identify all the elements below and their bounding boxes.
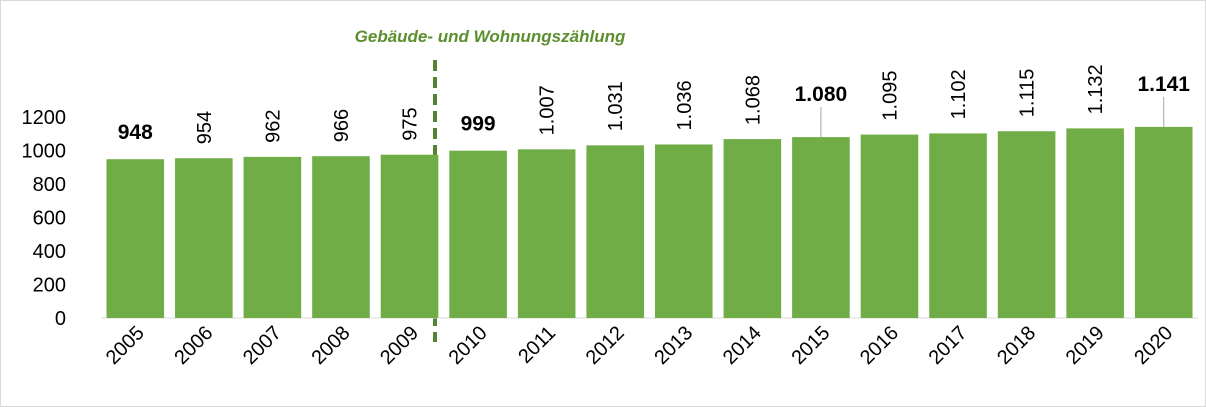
bar (792, 137, 850, 318)
bar (723, 139, 782, 318)
value-label: 1.115 (1017, 69, 1039, 118)
bar (586, 145, 645, 318)
bar (654, 144, 713, 318)
value-label: 1.141 (1137, 73, 1190, 96)
value-label: 1.036 (674, 80, 696, 130)
value-label: 962 (262, 109, 284, 142)
value-label: 1.080 (795, 83, 848, 106)
bar (243, 156, 302, 318)
value-label: 999 (461, 113, 496, 136)
y-tick-label: 0 (55, 308, 66, 330)
value-label: 1.102 (948, 69, 970, 119)
bar (106, 159, 165, 318)
value-label: 1.068 (742, 75, 764, 125)
value-label: 948 (118, 121, 153, 144)
bar (997, 131, 1056, 318)
value-label: 1.007 (537, 85, 559, 135)
bar (175, 158, 233, 318)
annotation: Gebäude- und Wohnungszählung (355, 27, 626, 46)
y-tick-label: 800 (33, 174, 66, 196)
bar (449, 150, 507, 318)
value-label: 1.095 (879, 71, 901, 121)
y-tick-label: 200 (33, 275, 66, 297)
y-tick-label: 1000 (22, 141, 67, 163)
value-label: 954 (194, 111, 216, 144)
bar (380, 154, 439, 318)
value-label: 975 (400, 107, 422, 140)
value-label: 966 (331, 109, 353, 142)
bar (1134, 126, 1193, 318)
bar (1066, 128, 1124, 318)
y-tick-label: 1200 (22, 107, 67, 129)
bar (929, 133, 987, 318)
value-label: 1.132 (1085, 64, 1107, 114)
y-tick-label: 400 (33, 241, 66, 263)
bar (517, 149, 576, 318)
bar (312, 156, 370, 318)
bar (860, 134, 919, 318)
value-label: 1.031 (605, 81, 627, 131)
y-tick-label: 600 (33, 208, 66, 230)
